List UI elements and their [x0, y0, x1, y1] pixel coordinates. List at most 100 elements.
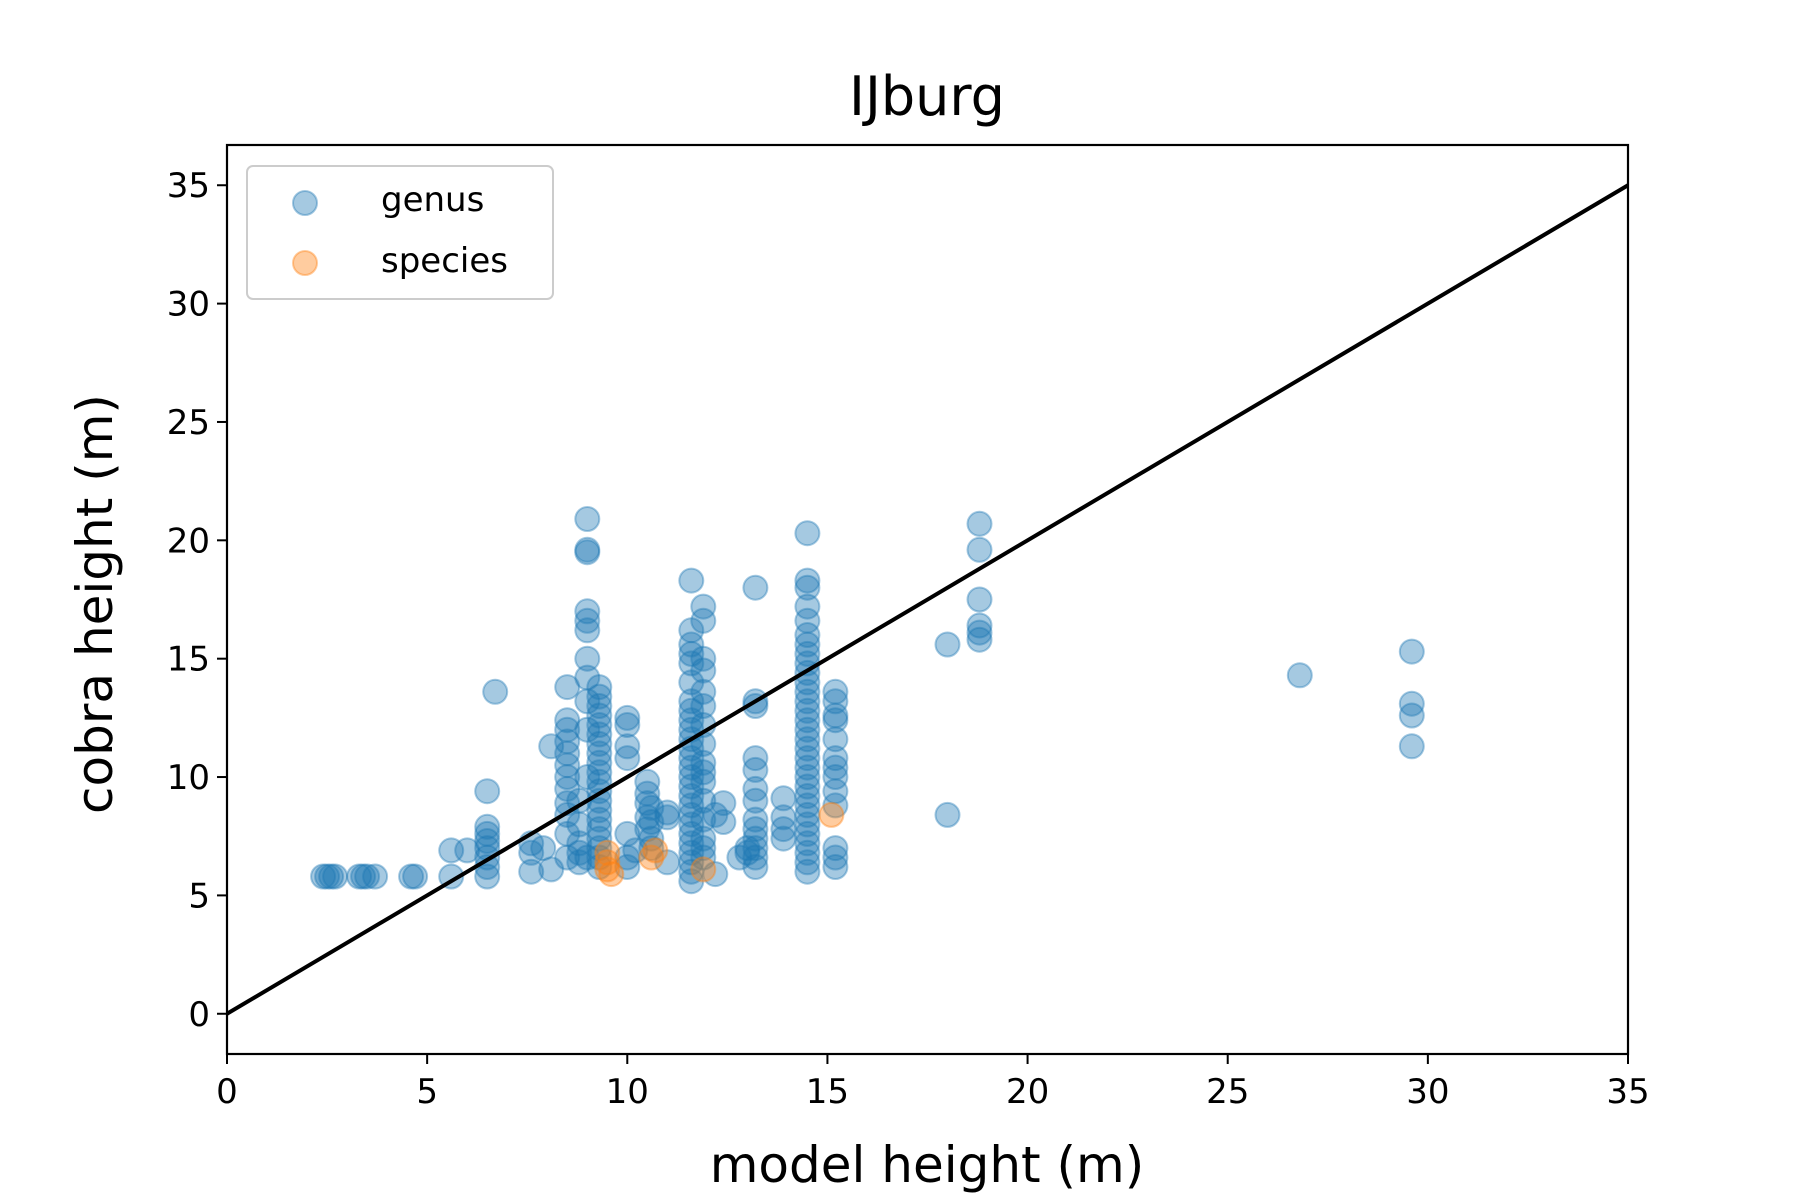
data-point-genus-96 — [654, 799, 681, 826]
data-point-genus-74 — [586, 693, 613, 719]
data-point-genus-80 — [614, 745, 641, 772]
data-point-genus-115 — [678, 697, 705, 724]
data-point-genus-133 — [690, 693, 717, 719]
data-point-genus-216 — [1398, 733, 1425, 760]
data-point-genus-134 — [690, 678, 717, 705]
data-point-genus-129 — [690, 759, 717, 786]
data-point-genus-50 — [574, 645, 601, 672]
data-point-genus-35 — [554, 740, 581, 767]
data-point-genus-63 — [586, 797, 613, 824]
data-point-genus-39 — [554, 674, 581, 701]
data-point-genus-32 — [554, 775, 581, 802]
data-point-genus-22 — [518, 858, 545, 885]
data-point-genus-38 — [554, 707, 581, 734]
data-point-genus-0 — [310, 863, 337, 890]
legend-label-species: species — [381, 241, 508, 281]
data-point-genus-166 — [794, 830, 821, 857]
data-point-genus-126 — [690, 806, 717, 833]
x-tick-label-7: 35 — [1606, 1072, 1649, 1112]
data-point-genus-23 — [518, 839, 545, 866]
data-point-species-3 — [598, 861, 625, 888]
data-point-species-4 — [638, 844, 665, 871]
data-point-genus-141 — [710, 809, 737, 835]
x-tick-label-6: 30 — [1406, 1072, 1449, 1112]
data-point-genus-8 — [398, 863, 425, 890]
data-point-genus-41 — [566, 839, 593, 866]
data-point-genus-109 — [678, 754, 705, 781]
data-point-genus-176 — [794, 735, 821, 762]
data-point-genus-202 — [822, 726, 849, 753]
data-point-genus-76 — [586, 674, 613, 701]
data-point-genus-198 — [822, 778, 849, 805]
data-point-species-1 — [594, 849, 621, 876]
data-point-genus-147 — [742, 844, 769, 871]
data-point-genus-91 — [638, 825, 665, 852]
data-point-genus-175 — [794, 745, 821, 772]
data-point-genus-27 — [538, 733, 565, 760]
data-point-genus-165 — [794, 839, 821, 866]
data-point-genus-108 — [678, 764, 705, 790]
data-point-genus-68 — [586, 749, 613, 776]
data-point-genus-117 — [678, 669, 705, 696]
data-point-genus-37 — [554, 716, 581, 743]
data-point-genus-57 — [586, 854, 613, 880]
data-point-genus-162 — [770, 785, 797, 812]
data-point-genus-2 — [318, 863, 345, 890]
data-point-genus-95 — [654, 804, 681, 831]
data-point-genus-11 — [438, 837, 465, 864]
data-point-genus-200 — [822, 754, 849, 781]
data-point-genus-182 — [794, 678, 821, 705]
data-point-genus-142 — [710, 790, 737, 817]
data-point-genus-178 — [794, 716, 821, 743]
data-point-genus-180 — [794, 697, 821, 724]
data-point-genus-210 — [966, 619, 993, 646]
data-point-species-5 — [642, 837, 669, 864]
data-point-genus-217 — [1398, 702, 1425, 729]
data-point-genus-86 — [634, 804, 661, 831]
data-point-genus-105 — [678, 792, 705, 819]
x-tick-label-3: 15 — [806, 1072, 849, 1112]
data-point-genus-77 — [614, 854, 641, 880]
y-tick-label-1: 5 — [188, 876, 210, 916]
data-point-genus-137 — [690, 607, 717, 634]
data-point-genus-164 — [794, 849, 821, 876]
data-point-genus-82 — [614, 712, 641, 738]
data-point-genus-205 — [822, 688, 849, 715]
data-point-genus-48 — [574, 688, 601, 715]
data-point-genus-204 — [822, 702, 849, 729]
chart-title: IJburg — [849, 65, 1005, 128]
data-point-genus-90 — [638, 835, 665, 862]
x-tick-label-4: 20 — [1006, 1072, 1049, 1112]
data-point-genus-173 — [794, 764, 821, 790]
data-point-genus-29 — [554, 820, 581, 847]
data-point-genus-186 — [794, 640, 821, 667]
x-tick-label-0: 0 — [216, 1072, 238, 1112]
data-point-genus-19 — [474, 813, 501, 840]
data-point-genus-101 — [678, 830, 705, 857]
data-point-genus-193 — [794, 520, 821, 547]
data-point-genus-148 — [742, 835, 769, 862]
x-axis-label: model height (m) — [710, 1136, 1145, 1194]
data-point-genus-213 — [966, 536, 993, 563]
data-point-genus-219 — [1398, 638, 1425, 665]
data-point-genus-155 — [742, 745, 769, 772]
data-point-genus-59 — [586, 835, 613, 862]
data-point-genus-72 — [586, 712, 613, 738]
data-point-genus-61 — [586, 816, 613, 843]
data-point-genus-7 — [362, 863, 389, 890]
data-point-genus-98 — [678, 858, 705, 885]
data-point-genus-73 — [586, 702, 613, 729]
data-point-genus-42 — [566, 830, 593, 857]
data-point-genus-58 — [586, 844, 613, 871]
data-point-genus-177 — [794, 726, 821, 753]
data-point-genus-167 — [794, 820, 821, 847]
data-point-genus-118 — [678, 650, 705, 677]
data-point-genus-102 — [678, 820, 705, 847]
data-point-genus-51 — [574, 617, 601, 644]
data-point-genus-146 — [742, 854, 769, 880]
data-point-genus-197 — [822, 792, 849, 819]
series-species — [594, 801, 845, 888]
legend-box — [246, 165, 554, 300]
data-point-species-2 — [594, 839, 621, 866]
y-tick-label-4: 20 — [167, 521, 210, 561]
